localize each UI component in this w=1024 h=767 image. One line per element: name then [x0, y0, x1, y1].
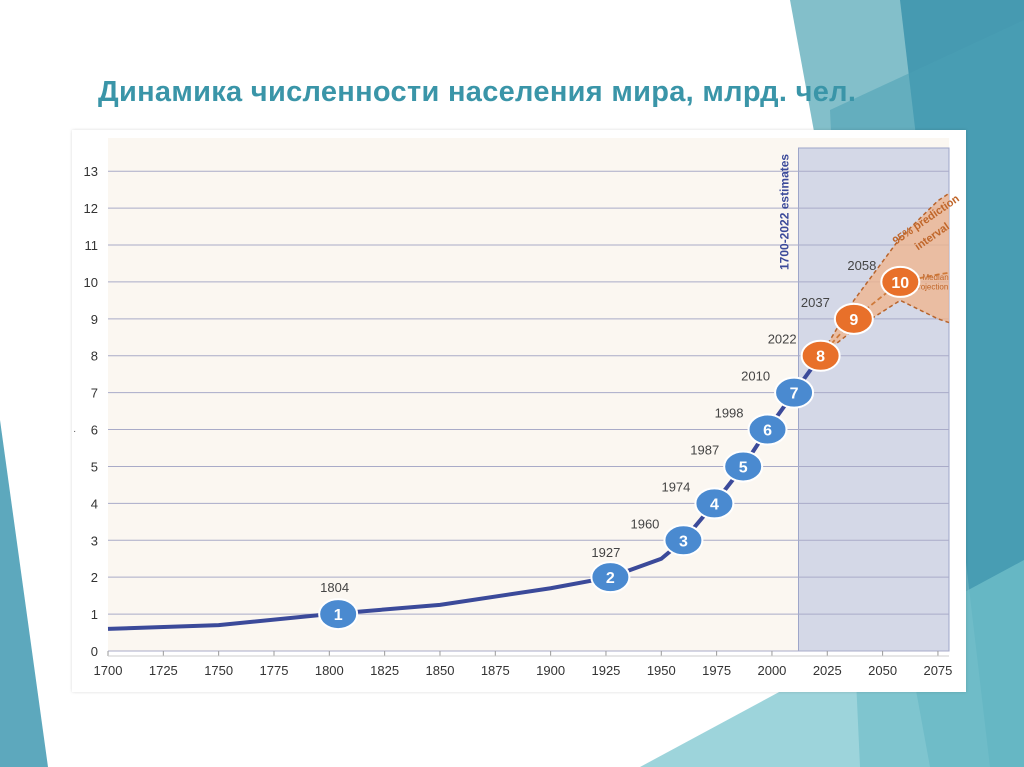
- y-tick-label-4: 4: [91, 496, 98, 511]
- milestone-year-2058: 2058: [847, 258, 876, 273]
- milestone-year-1804: 1804: [320, 580, 349, 595]
- y-tick-label-0: 0: [91, 644, 98, 659]
- x-tick-label-1850: 1850: [426, 663, 455, 678]
- x-tick-label-1800: 1800: [315, 663, 344, 678]
- y-tick-label-12: 12: [84, 201, 98, 216]
- milestone-marker-3: [663, 524, 704, 557]
- y-tick-label-3: 3: [91, 533, 98, 548]
- deco-shape-left: [0, 420, 48, 767]
- milestone-marker-8: [800, 339, 841, 372]
- milestone-value-10: 10: [891, 275, 909, 292]
- milestone-value-4: 4: [710, 496, 719, 513]
- x-tick-label-1975: 1975: [702, 663, 731, 678]
- milestone-marker-6: [747, 413, 788, 446]
- x-tick-label-1875: 1875: [481, 663, 510, 678]
- milestone-year-2037: 2037: [801, 295, 830, 310]
- milestone-marker-9: [833, 302, 874, 335]
- x-tick-label-1900: 1900: [536, 663, 565, 678]
- y-tick-label-11: 11: [85, 238, 99, 253]
- x-tick-label-1725: 1725: [149, 663, 178, 678]
- milestone-year-1987: 1987: [690, 442, 719, 457]
- chart-frame: 0 1 2 3 4 5 6 7 8 9 10 11 12 13 1700 1725 1750 1775 1800 18…: [72, 130, 966, 692]
- estimates-region-label: 1700-2022 estimates: [778, 154, 792, 270]
- milestone-value-5: 5: [739, 459, 748, 476]
- x-tick-label-2050: 2050: [868, 663, 897, 678]
- y-tick-label-2: 2: [91, 570, 98, 585]
- milestone-marker-4: [694, 487, 735, 520]
- x-tick-label-1750: 1750: [204, 663, 233, 678]
- y-tick-label-10: 10: [84, 275, 98, 290]
- x-tick-label-1700: 1700: [94, 663, 123, 678]
- milestone-value-3: 3: [679, 533, 688, 550]
- milestone-value-2: 2: [606, 570, 615, 587]
- milestone-value-9: 9: [849, 312, 858, 329]
- prediction-interval-lower: [820, 299, 950, 357]
- milestone-value-1: 1: [334, 607, 343, 624]
- milestone-marker-7: [774, 376, 815, 409]
- y-tick-label-6: 6: [91, 423, 98, 438]
- y-tick-label-1: 1: [91, 607, 98, 622]
- x-tick-label-1775: 1775: [260, 663, 289, 678]
- x-tick-label-2075: 2075: [923, 663, 952, 678]
- y-tick-label-7: 7: [91, 386, 98, 401]
- milestone-year-1927: 1927: [591, 545, 620, 560]
- y-tick-label-9: 9: [91, 312, 98, 327]
- milestone-year-2010: 2010: [741, 369, 770, 384]
- median-projection-label-2: projection: [914, 282, 949, 291]
- milestone-value-6: 6: [763, 423, 772, 440]
- y-tick-label-5: 5: [91, 459, 98, 474]
- milestone-marker-10: [880, 265, 921, 298]
- milestone-year-1960: 1960: [630, 516, 659, 531]
- stray-tick-mark: ·: [73, 426, 77, 437]
- slide-title: Динамика численности населения мира, млр…: [98, 76, 857, 108]
- milestone-marker-5: [723, 450, 764, 483]
- milestone-value-8: 8: [816, 349, 825, 366]
- milestone-year-1998: 1998: [715, 406, 744, 421]
- milestone-year-2022: 2022: [768, 332, 797, 347]
- y-tick-label-13: 13: [84, 164, 98, 179]
- median-projection-label-1: Median: [922, 273, 948, 282]
- milestone-year-1974: 1974: [661, 479, 690, 494]
- y-tick-label-8: 8: [91, 349, 98, 364]
- x-tick-label-1950: 1950: [647, 663, 676, 678]
- x-tick-label-2025: 2025: [813, 663, 842, 678]
- x-tick-label-1825: 1825: [370, 663, 399, 678]
- milestone-marker-1: [318, 598, 359, 631]
- x-tick-label-2000: 2000: [757, 663, 786, 678]
- milestone-value-7: 7: [790, 386, 799, 403]
- x-tick-label-1925: 1925: [591, 663, 620, 678]
- milestone-marker-2: [590, 561, 631, 594]
